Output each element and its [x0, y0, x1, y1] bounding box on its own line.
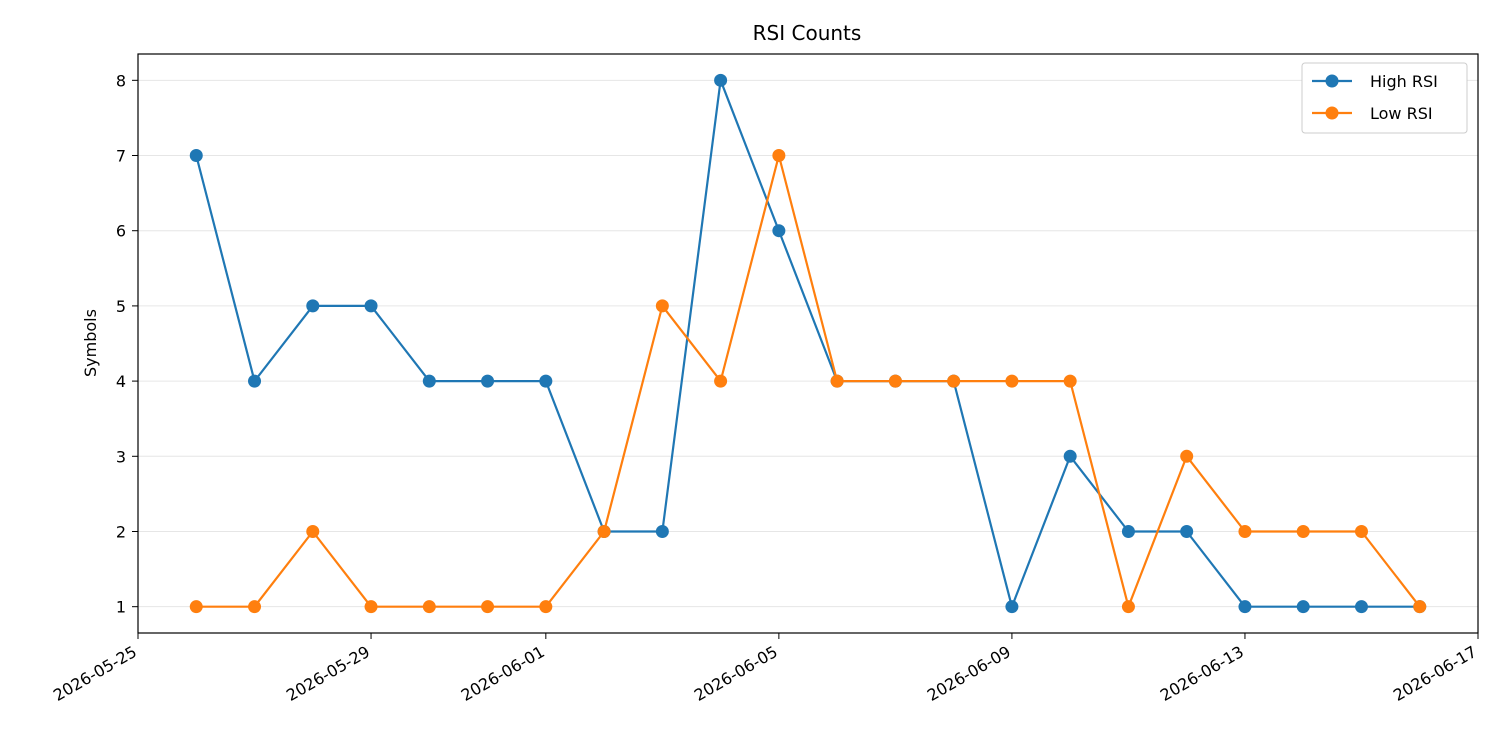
x-tick-label: 2026-06-13 [1157, 642, 1247, 705]
data-point-high-rsi [655, 524, 669, 538]
y-tick-label: 2 [116, 522, 126, 541]
data-point-low-rsi [1005, 374, 1019, 388]
data-point-high-rsi [248, 374, 262, 388]
data-point-low-rsi [306, 524, 320, 538]
data-point-low-rsi [1354, 524, 1368, 538]
series-line-high-rsi [195, 79, 1420, 608]
data-point-low-rsi [597, 524, 611, 538]
legend-label-low-rsi: Low RSI [1370, 104, 1433, 123]
y-gridlines [138, 79, 1478, 608]
data-point-high-rsi [1354, 600, 1368, 614]
legend-item-low-rsi: Low RSI [1312, 104, 1433, 123]
y-tick-label: 4 [116, 372, 126, 391]
data-point-low-rsi [888, 374, 902, 388]
data-point-low-rsi [655, 299, 669, 313]
data-point-low-rsi [481, 600, 495, 614]
x-tick-label: 2026-05-29 [283, 642, 373, 705]
y-tick-label: 8 [116, 71, 126, 90]
data-point-high-rsi [1063, 449, 1077, 463]
x-tick-label: 2026-06-09 [924, 642, 1014, 705]
data-point-high-rsi [306, 299, 320, 313]
data-point-high-rsi [481, 374, 495, 388]
data-point-low-rsi [772, 149, 786, 163]
data-point-low-rsi [1238, 524, 1252, 538]
data-point-high-rsi [1005, 600, 1019, 614]
x-axis-ticks: 2026-05-25 2026-05-29 2026-06-01 2026-06-05… [50, 633, 1480, 705]
x-tick-label: 2026-06-05 [691, 642, 781, 705]
data-point-low-rsi [1296, 524, 1310, 538]
data-point-high-rsi [364, 299, 378, 313]
plot-frame [137, 53, 1479, 634]
y-tick-label: 3 [116, 447, 126, 466]
data-point-low-rsi [1413, 600, 1427, 614]
data-point-low-rsi [364, 600, 378, 614]
data-point-low-rsi [714, 374, 728, 388]
data-point-high-rsi [189, 149, 203, 163]
data-point-high-rsi [772, 224, 786, 238]
data-point-low-rsi [422, 600, 436, 614]
data-point-high-rsi [1180, 524, 1194, 538]
legend-marker-high-rsi [1325, 74, 1339, 88]
y-axis-ticks: 1 2 3 4 5 6 7 8 [116, 71, 138, 617]
data-point-low-rsi [189, 600, 203, 614]
y-tick-label: 6 [116, 222, 126, 241]
data-point-low-rsi [947, 374, 961, 388]
y-tick-label: 5 [116, 297, 126, 316]
data-point-high-rsi [1121, 524, 1135, 538]
legend-item-high-rsi: High RSI [1312, 72, 1438, 91]
x-tick-label: 2026-06-01 [458, 642, 548, 705]
data-point-low-rsi [539, 600, 553, 614]
series-line-low-rsi [196, 154, 1421, 608]
data-point-low-rsi [1063, 374, 1077, 388]
x-tick-label: 2026-06-17 [1390, 642, 1480, 705]
data-point-high-rsi [1238, 600, 1252, 614]
data-point-high-rsi [422, 374, 436, 388]
y-axis-label: Symbols [81, 309, 100, 377]
data-point-low-rsi [1121, 600, 1135, 614]
legend: High RSI Low RSI [1301, 62, 1468, 134]
legend-label-high-rsi: High RSI [1370, 72, 1438, 91]
data-point-high-rsi [1296, 600, 1310, 614]
data-point-low-rsi [1180, 449, 1194, 463]
data-point-high-rsi [539, 374, 553, 388]
y-tick-label: 1 [116, 598, 126, 617]
data-point-low-rsi [248, 600, 262, 614]
chart-title: RSI Counts [753, 21, 862, 45]
series-lines [189, 73, 1427, 614]
data-point-high-rsi [714, 73, 728, 87]
y-tick-label: 7 [116, 147, 126, 166]
data-point-low-rsi [830, 374, 844, 388]
legend-marker-low-rsi [1325, 106, 1339, 120]
x-tick-label: 2026-05-25 [50, 642, 140, 705]
